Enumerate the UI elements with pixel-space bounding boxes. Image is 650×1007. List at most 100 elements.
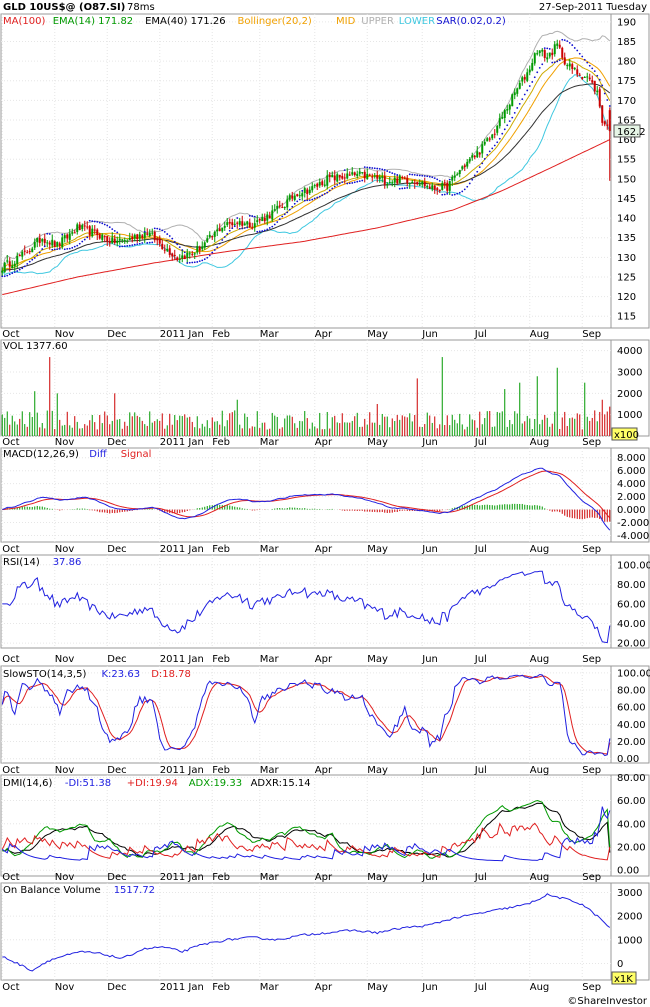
legend-entry: ADXR:15.14 — [251, 778, 311, 789]
sar-dot — [413, 174, 416, 176]
candle-body — [533, 53, 536, 64]
sar-dot — [416, 174, 419, 177]
sar-dot — [408, 173, 411, 176]
sar-dot — [246, 226, 249, 229]
sar-dot — [556, 60, 559, 63]
sar-dot — [143, 230, 146, 233]
sar-dot — [41, 248, 44, 250]
sar-dot — [321, 194, 324, 197]
volume-unit-label: x100 — [614, 430, 639, 441]
candle-body — [338, 174, 341, 178]
candle-body — [333, 175, 336, 181]
rsi-tick-label: 40.00 — [617, 619, 646, 630]
candle-body — [18, 254, 21, 257]
month-axis: Oct Nov Dec 2011 Jan Feb Mar Apr May Jun Jul Aug Se… — [2, 329, 601, 340]
candle-body — [548, 52, 551, 57]
candle-body — [503, 110, 506, 118]
price-tick-label: 125 — [617, 272, 636, 283]
sar-dot — [291, 205, 294, 208]
sar-dot — [588, 64, 591, 67]
sar-dot — [481, 162, 484, 165]
sar-dot — [203, 258, 206, 261]
sar-dot — [253, 215, 256, 218]
price-tick-label: 140 — [617, 214, 636, 225]
sar-dot — [251, 215, 254, 217]
month-label: Mar — [260, 544, 280, 555]
candle-body — [201, 246, 204, 250]
sar-dot — [218, 242, 221, 245]
candle-body — [508, 104, 511, 110]
sar-dot — [536, 71, 539, 74]
candle-body — [521, 77, 524, 82]
sar-dot — [261, 230, 264, 232]
stoch-k-line — [1, 673, 611, 757]
plus-di-line — [1, 822, 611, 861]
price-tick-label: 165 — [617, 115, 636, 126]
month-label: Jun — [421, 765, 438, 776]
month-label: Feb — [212, 872, 230, 883]
candle-body — [358, 171, 361, 174]
sar-dot — [256, 230, 259, 233]
sar-dot — [351, 182, 354, 184]
candle-body — [268, 215, 271, 219]
legend-entry: EMA(40) 171.26 — [145, 16, 225, 27]
candle-body — [556, 43, 559, 46]
candle-body — [273, 209, 276, 211]
sar-dot — [76, 244, 79, 247]
month-label: Nov — [55, 982, 75, 993]
sar-dot — [238, 227, 241, 230]
candle-body — [263, 217, 266, 222]
obv-tick-label: 1000 — [617, 935, 642, 946]
macd-tick-label: 6.000 — [617, 466, 646, 477]
candle-body — [173, 254, 176, 256]
candle-body — [343, 177, 346, 179]
sar-dot — [213, 249, 216, 251]
sar-dot — [548, 48, 551, 50]
sar-dot — [601, 84, 604, 87]
candle-body — [433, 185, 436, 190]
candle-body — [403, 177, 406, 179]
sar-dot — [438, 180, 441, 182]
candle-body — [241, 221, 244, 226]
candle-body — [41, 239, 44, 242]
month-label: Oct — [2, 544, 19, 555]
candle-body — [568, 63, 571, 67]
sar-dot — [388, 171, 391, 174]
sar-dot — [561, 38, 564, 41]
month-label: Sep — [582, 982, 601, 993]
sar-dot — [483, 158, 486, 160]
sar-dot — [48, 233, 51, 235]
legend-entry: Signal — [121, 449, 152, 460]
month-label: May — [367, 872, 388, 883]
candle-body — [21, 251, 24, 257]
sar-dot — [491, 147, 494, 150]
sar-dot — [341, 181, 344, 183]
stoch-tick-label: 80.00 — [617, 686, 646, 697]
candle-body — [213, 231, 216, 237]
month-label: Feb — [212, 765, 230, 776]
month-label: 2011 Jan — [160, 329, 204, 340]
candle-body — [178, 258, 181, 260]
candle-body — [128, 237, 131, 240]
panel-rsi: 20.00 40.00 60.00 80.00 100.00 RSI(14) 37.86 — [0, 554, 650, 650]
month-label: Aug — [530, 437, 550, 448]
candle-body — [326, 175, 329, 186]
candle-body — [381, 176, 384, 178]
candle-body — [151, 232, 154, 234]
month-label: Sep — [582, 765, 601, 776]
candle-body — [76, 224, 79, 232]
candle-body — [238, 221, 241, 225]
candle-body — [553, 44, 556, 55]
sar-dot — [233, 225, 236, 228]
candle-body — [78, 224, 81, 231]
legend-entry: RSI(14) — [3, 557, 40, 568]
sar-dot — [146, 242, 149, 244]
sar-dot — [198, 260, 201, 263]
month-label: Nov — [55, 329, 75, 340]
legend-entry: MID — [336, 16, 356, 27]
sar-dot — [211, 251, 214, 254]
candle-body — [363, 171, 366, 179]
candle-body — [538, 50, 541, 54]
candle-body — [61, 237, 64, 248]
candle-body — [196, 246, 199, 253]
